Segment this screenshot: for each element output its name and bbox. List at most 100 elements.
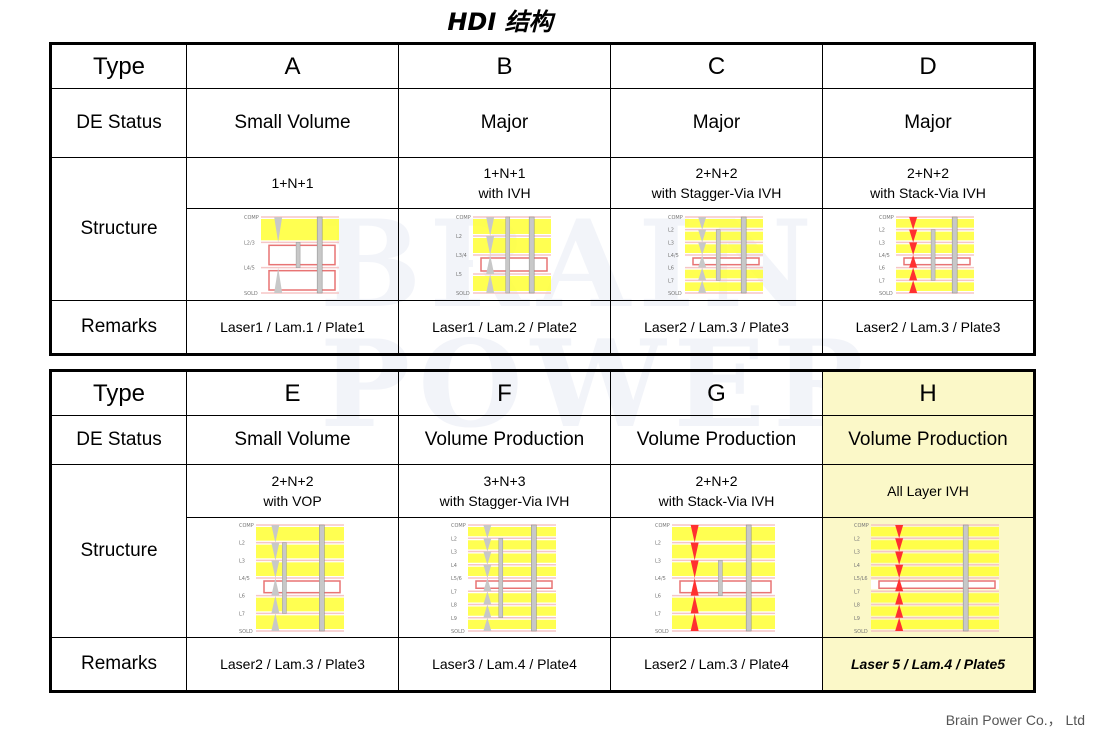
structure-h-line1: All Layer IVH (887, 483, 969, 499)
prepreg-layer (672, 526, 775, 541)
layer-label: COMP (854, 523, 869, 529)
diagram-cell-b: COMP L2 L3/4 L5 SOLD (398, 208, 611, 301)
laser-via (895, 564, 904, 578)
label-de-status: DE Status (50, 415, 187, 465)
layer-label: L3 (655, 558, 661, 564)
laser-via (697, 216, 706, 230)
through-hole (318, 524, 325, 631)
hdi-table-2: Type E F G H DE Status Small Volume Volu… (49, 369, 1036, 693)
through-hole (745, 524, 752, 631)
layer-label: L3 (879, 240, 885, 246)
layer-label: L4/5 (668, 253, 679, 259)
structure-e-line1: 2+N+2 (271, 473, 314, 489)
layer-label: L2 (456, 234, 462, 240)
layer-label: L2 (655, 540, 661, 546)
row-type: Type A B C D (50, 43, 1035, 89)
prepreg-layer (467, 606, 556, 616)
laser-via (895, 551, 904, 565)
laser-via (270, 542, 279, 560)
prepreg-layer (684, 231, 763, 240)
stackup-diagram-h: COMP L2 L3 L4 L5/L6 L7 L8 L9 SOLD (854, 523, 999, 635)
core-layer (467, 579, 556, 589)
laser-via (690, 595, 699, 613)
laser-via (482, 617, 491, 631)
page-title: HDI 结构 (447, 8, 553, 36)
diagram-cell-c: COMP L2 L3 L4/5 L6 L7 SOLD (610, 208, 823, 301)
layer-label: L2 (239, 540, 245, 546)
footer-company: Brain Power Co.， Ltd (945, 712, 1085, 728)
layer-label: L3 (668, 240, 674, 246)
type-d: D (822, 43, 1035, 89)
layer-label: L2 (854, 536, 860, 542)
row-remarks: Remarks Laser1 / Lam.1 / Plate1 Laser1 /… (50, 300, 1035, 355)
structure-g-line2: with Stack-Via IVH (658, 493, 775, 509)
layer-label: L9 (451, 615, 457, 621)
core-layer (260, 269, 339, 291)
laser-via (909, 241, 918, 255)
layer-label: L4 (451, 562, 457, 568)
layer-label: L6 (879, 265, 885, 271)
prepreg-layer (672, 561, 775, 576)
core-outline (262, 579, 341, 593)
laser-via (270, 577, 279, 596)
layer-label: SOLD (879, 291, 893, 297)
layer-label: L3 (451, 549, 457, 555)
prepreg-layer (896, 218, 974, 228)
type-e: E (186, 370, 399, 416)
label-structure: Structure (50, 464, 187, 638)
core-outline (267, 269, 336, 291)
layer-label: L2 (879, 227, 885, 233)
stackup-diagram-g: COMP L2 L3 L4/5 L6 L7 SOLD (655, 523, 775, 635)
buried-via (718, 559, 723, 596)
stackup-diagram-b: COMP L2 L3/4 L5 SOLD (456, 215, 551, 297)
core-outline (878, 579, 996, 589)
prepreg-layer (684, 269, 763, 278)
stackup-diagram-e: COMP L2 L3 L4/5 L6 L7 SOLD (239, 523, 344, 635)
layer-label: L2 (451, 536, 457, 542)
layer-label: SOLD (239, 629, 253, 635)
prepreg-layer (871, 566, 999, 576)
through-hole (740, 216, 746, 293)
core-outline (474, 579, 553, 589)
through-hole (951, 216, 958, 293)
core-outline (679, 579, 772, 593)
prepreg-layer (467, 566, 556, 576)
prepreg-layer (467, 619, 556, 629)
core-outline (267, 244, 336, 265)
structure-b-line2: with IVH (478, 185, 531, 201)
remarks-f: Laser3 / Lam.4 / Plate4 (398, 637, 611, 692)
layer-label: COMP (879, 215, 894, 221)
layer-label: COMP (239, 523, 254, 529)
layer-label: COMP (668, 215, 683, 221)
layer-label: L5 (456, 272, 462, 278)
layer-label: SOLD (244, 291, 258, 297)
layer-label: L7 (451, 589, 457, 595)
laser-via (697, 254, 706, 268)
laser-via (485, 235, 494, 255)
prepreg-layer (871, 592, 999, 602)
through-hole (316, 216, 322, 293)
core-layer (871, 579, 999, 589)
laser-via (273, 267, 282, 293)
row-de-status: DE Status Small Volume Volume Production… (50, 415, 1035, 465)
laser-via (482, 524, 491, 538)
laser-via (895, 577, 904, 591)
laser-via (270, 559, 279, 578)
core-layer (472, 256, 551, 272)
prepreg-layer (467, 526, 556, 536)
laser-via (895, 590, 904, 604)
structure-text-f: 3+N+3 with Stagger-Via IVH (398, 464, 611, 518)
prepreg-layer (871, 606, 999, 616)
remarks-d: Laser2 / Lam.3 / Plate3 (822, 300, 1035, 355)
diagram-cell-a: COMP L2/3 L4/5 SOLD (186, 208, 399, 301)
laser-via (690, 577, 699, 596)
laser-via (909, 279, 918, 293)
structure-f-line1: 3+N+3 (483, 473, 526, 489)
laser-via (270, 595, 279, 613)
laser-via (690, 612, 699, 631)
hdi-table-1: Type A B C D DE Status Small Volume Majo… (49, 42, 1036, 356)
remarks-g: Laser2 / Lam.3 / Plate4 (610, 637, 823, 692)
laser-via (485, 254, 494, 274)
laser-via (895, 524, 904, 538)
layer-label: L4 (854, 562, 860, 568)
